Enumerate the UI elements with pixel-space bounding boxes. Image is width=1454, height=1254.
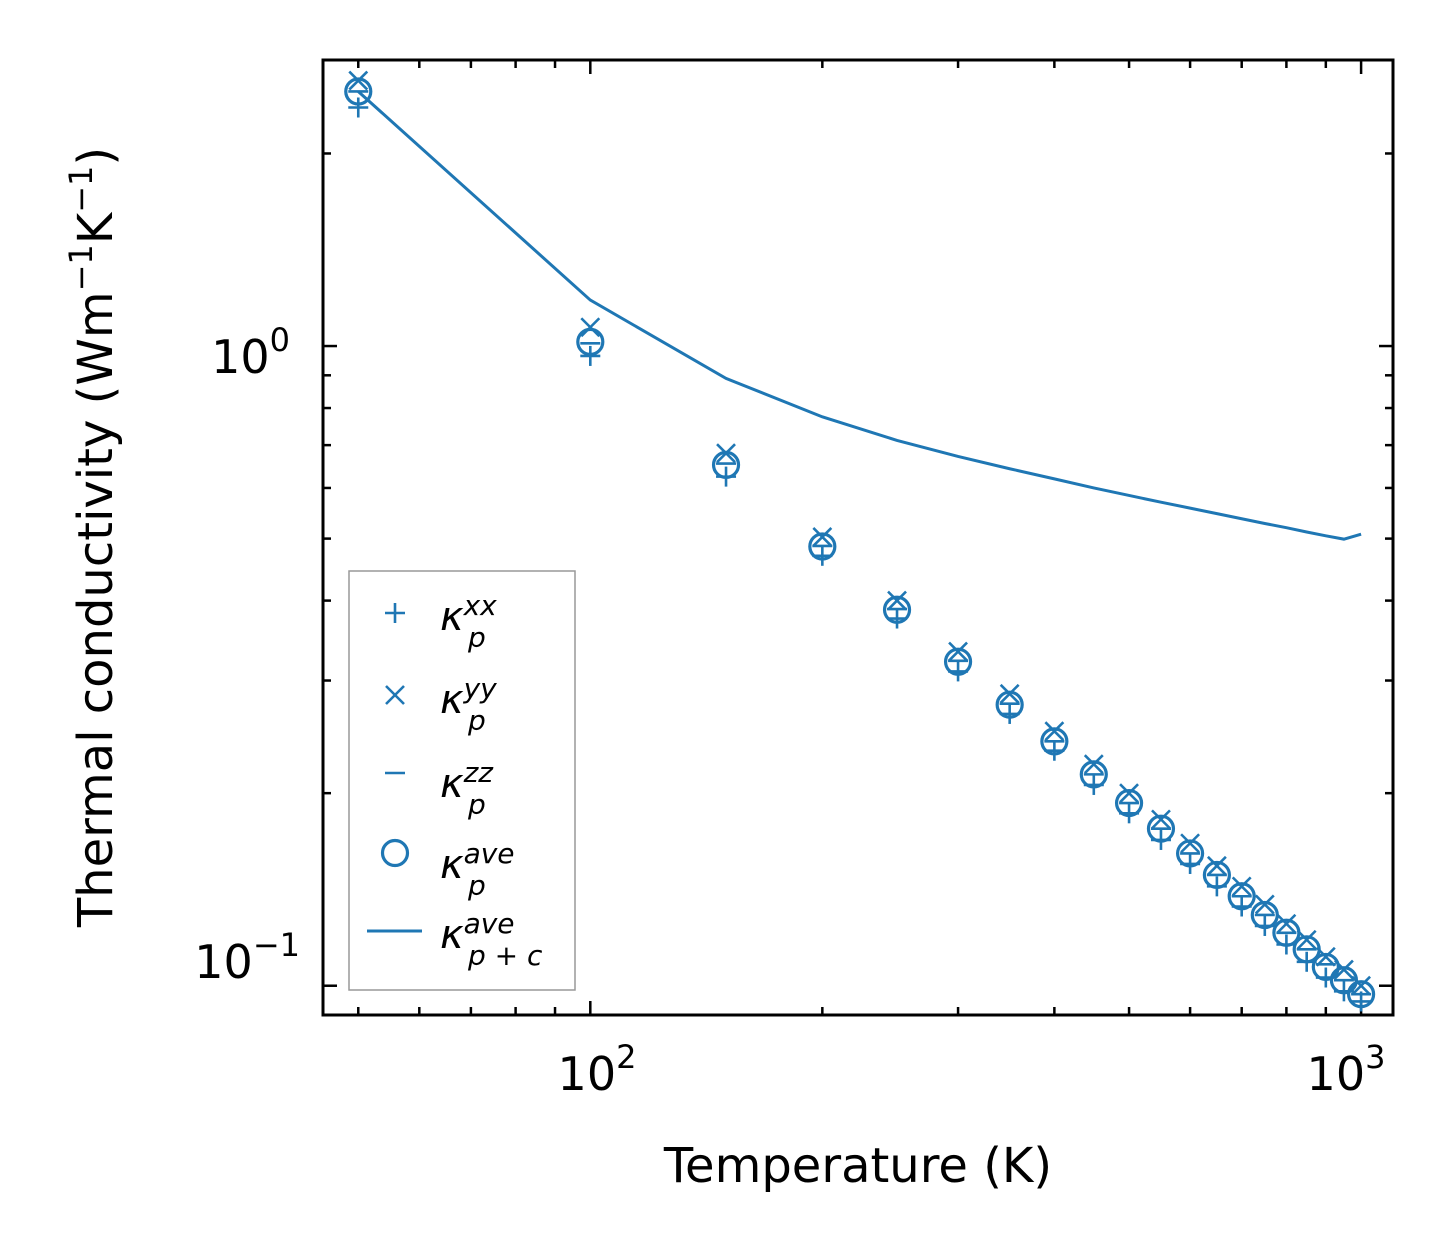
point-kappa_p_ave-100 [576,327,605,357]
point-kappa_p_ave-50 [344,77,373,106]
point-kappa_p_yy-550 [1151,809,1171,830]
point-kappa_p_ave-450 [1079,760,1108,789]
point-kappa_p_ave-500 [1114,788,1144,818]
series-kappa_pc_ave [357,90,1362,541]
point-kappa_p_yy-350 [999,683,1020,704]
point-kappa_p_ave-300 [943,647,973,676]
point-kappa_p_ave-200 [808,532,837,561]
point-kappa_p_yy-650 [1206,855,1227,876]
x-tick-label-100: 102 [558,1038,637,1101]
point-kappa_p_ave-650 [1202,860,1231,890]
point-kappa_p_ave-950 [1329,966,1359,995]
point-kappa_p_ave-600 [1175,839,1205,868]
legend-box [348,570,576,991]
point-kappa_p_yy-450 [1083,754,1104,775]
point-kappa_p_yy-300 [948,641,968,662]
point-kappa_p_ave-850 [1292,935,1321,964]
legend: κxx p κyy p κzz p κave p κave p + c [348,570,576,991]
legend-label-kpc-ave: κave p + c [440,907,543,972]
point-kappa_p_ave-250 [882,595,912,624]
point-kappa_p_yy-250 [887,590,907,611]
point-kappa_p_yy-800 [1276,913,1297,934]
x-axis-label: Temperature (K) [663,1138,1052,1194]
point-kappa_p_ave-1000 [1346,980,1376,1009]
point-kappa_p_yy-400 [1044,721,1065,742]
point-kappa_p_yy-850 [1296,929,1317,950]
legend-label-kxx: κxx p [440,589,497,654]
point-kappa_p_ave-700 [1227,882,1256,911]
point-kappa_p_xx-50 [348,97,369,118]
x-tick-label-1000: 103 [1307,1038,1386,1101]
point-kappa_p_ave-900 [1311,952,1340,982]
legend-marker-kappa_p_yy [385,685,405,705]
legend-label-kzz: κzz p [440,756,494,821]
point-kappa_p_yy-500 [1119,783,1139,804]
y-tick-label-0.1: 10−1 [194,926,300,989]
series-kappa_p_ave [344,77,1376,1009]
line-kappa_pc_ave [357,90,1362,541]
y-axis-label: Thermal conductivity (Wm−1K−1) [62,147,124,928]
point-kappa_p_yy-700 [1231,876,1252,897]
legend-markers [367,603,422,933]
point-kappa_p_yy-50 [348,70,369,91]
point-kappa_p_ave-750 [1250,900,1279,930]
y-tick-label-1: 100 [211,321,290,384]
point-kappa_p_ave-150 [711,450,741,479]
legend-label-kyy: κyy p [440,672,497,737]
series-kappa_p_yy [348,70,1372,996]
legend-label-kave: κave p [440,837,515,902]
point-kappa_p_yy-750 [1254,894,1275,915]
series-kappa_p_zz [348,90,1372,996]
point-kappa_p_ave-350 [995,690,1024,719]
point-kappa_p_ave-400 [1040,727,1069,756]
plot-area [344,70,1376,1012]
point-kappa_p_yy-200 [812,527,833,547]
point-kappa_p_ave-800 [1272,918,1301,947]
plot-frame [321,58,1395,1017]
legend-marker-kappa_p_ave [380,838,410,868]
point-kappa_p_yy-600 [1180,833,1201,854]
legend-marker-kappa_p_xx [385,603,405,623]
point-kappa_p_yy-100 [580,317,601,338]
point-kappa_p_ave-550 [1146,814,1176,843]
